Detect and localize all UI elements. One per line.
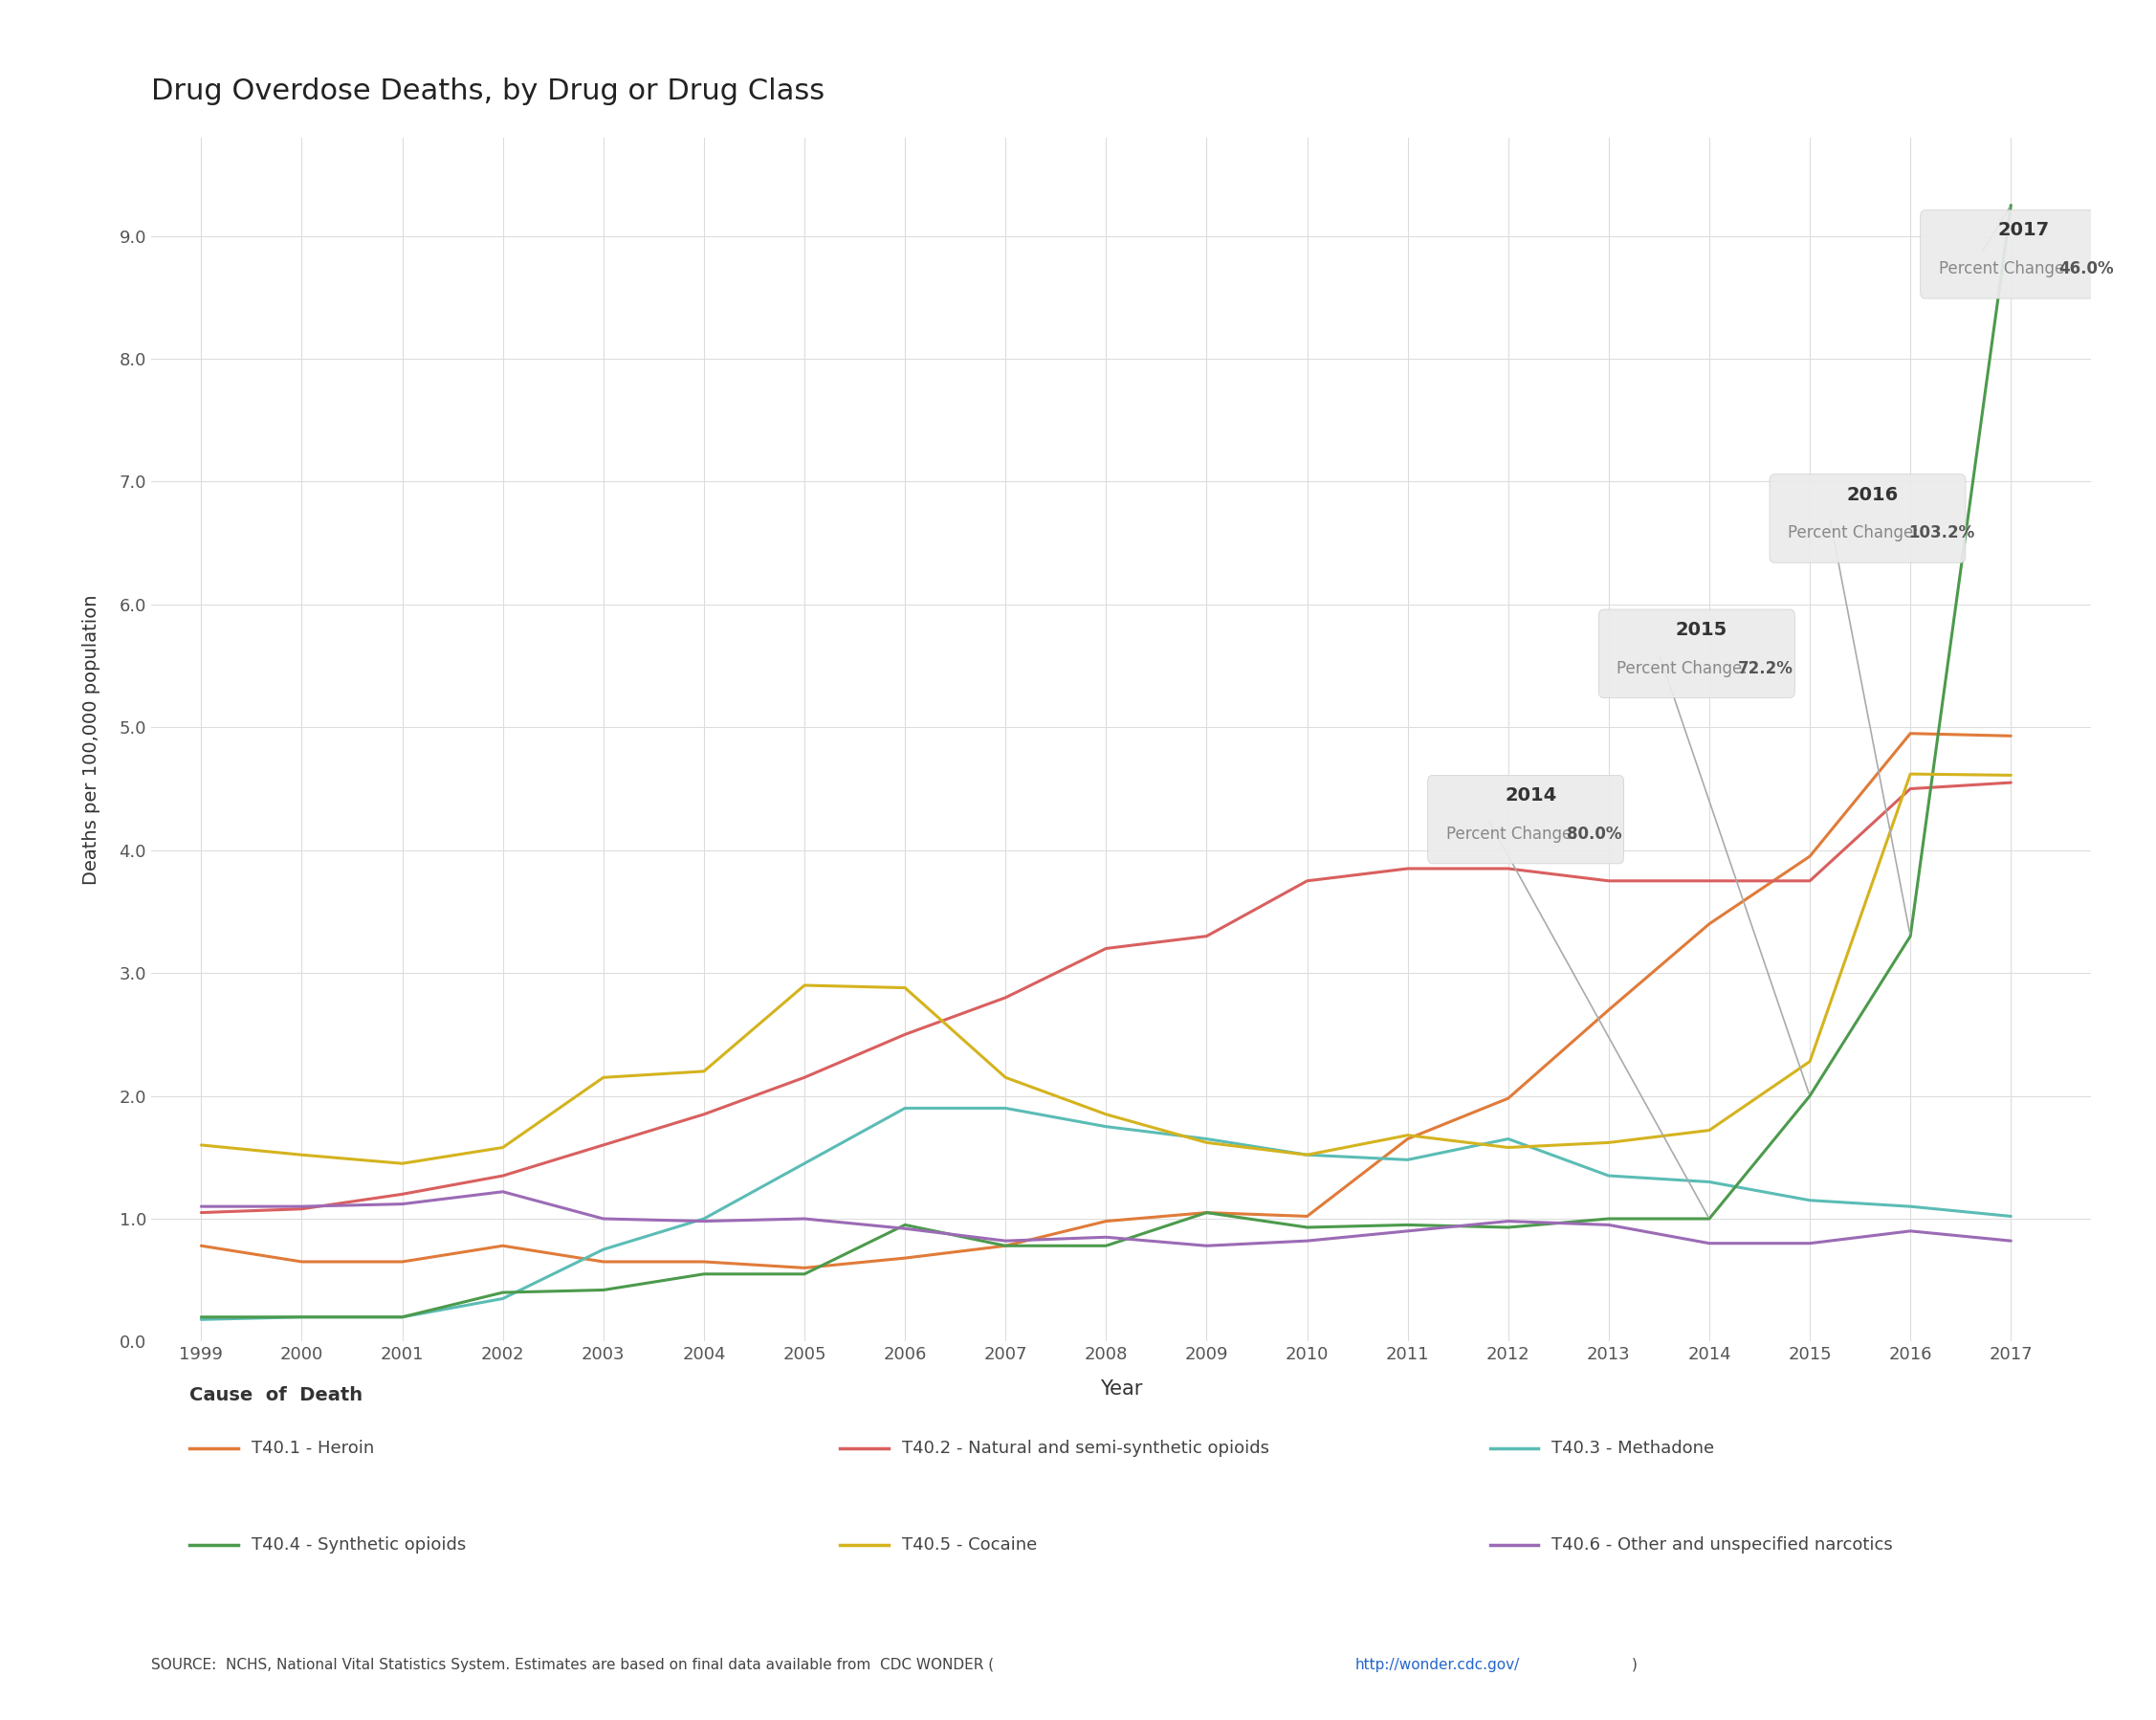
FancyBboxPatch shape — [1770, 475, 1966, 562]
Text: 103.2%: 103.2% — [1908, 525, 1975, 542]
Text: T40.4 - Synthetic opioids: T40.4 - Synthetic opioids — [252, 1536, 466, 1553]
FancyBboxPatch shape — [1600, 609, 1794, 698]
X-axis label: Year: Year — [1100, 1379, 1143, 1398]
Y-axis label: Deaths per 100,000 population: Deaths per 100,000 population — [82, 595, 101, 884]
Text: T40.3 - Methadone: T40.3 - Methadone — [1552, 1440, 1714, 1457]
Text: 2014: 2014 — [1505, 786, 1557, 805]
Text: SOURCE:  NCHS, National Vital Statistics System. Estimates are based on final da: SOURCE: NCHS, National Vital Statistics … — [151, 1658, 994, 1672]
Text: ): ) — [1632, 1658, 1639, 1672]
Text: 2015: 2015 — [1675, 621, 1727, 638]
Text: 2016: 2016 — [1848, 485, 1899, 504]
Text: Drug Overdose Deaths, by Drug or Drug Class: Drug Overdose Deaths, by Drug or Drug Cl… — [151, 77, 824, 105]
Text: T40.6 - Other and unspecified narcotics: T40.6 - Other and unspecified narcotics — [1552, 1536, 1893, 1553]
Text: T40.1 - Heroin: T40.1 - Heroin — [252, 1440, 375, 1457]
FancyBboxPatch shape — [1427, 776, 1623, 863]
Text: Percent Change:: Percent Change: — [1938, 260, 2074, 277]
Text: T40.5 - Cocaine: T40.5 - Cocaine — [901, 1536, 1037, 1553]
Text: 46.0%: 46.0% — [2059, 260, 2115, 277]
Text: T40.2 - Natural and semi-synthetic opioids: T40.2 - Natural and semi-synthetic opioi… — [901, 1440, 1270, 1457]
Text: 2017: 2017 — [1999, 222, 2050, 239]
Text: 80.0%: 80.0% — [1567, 826, 1621, 843]
Text: http://wonder.cdc.gov/: http://wonder.cdc.gov/ — [1354, 1658, 1520, 1672]
FancyBboxPatch shape — [1921, 210, 2117, 299]
Text: Percent Change:: Percent Change: — [1787, 525, 1923, 542]
Text: Percent Change:: Percent Change: — [1617, 660, 1753, 678]
Text: Cause  of  Death: Cause of Death — [190, 1386, 362, 1405]
Text: 72.2%: 72.2% — [1738, 660, 1794, 678]
Text: Percent Change:: Percent Change: — [1447, 826, 1583, 843]
